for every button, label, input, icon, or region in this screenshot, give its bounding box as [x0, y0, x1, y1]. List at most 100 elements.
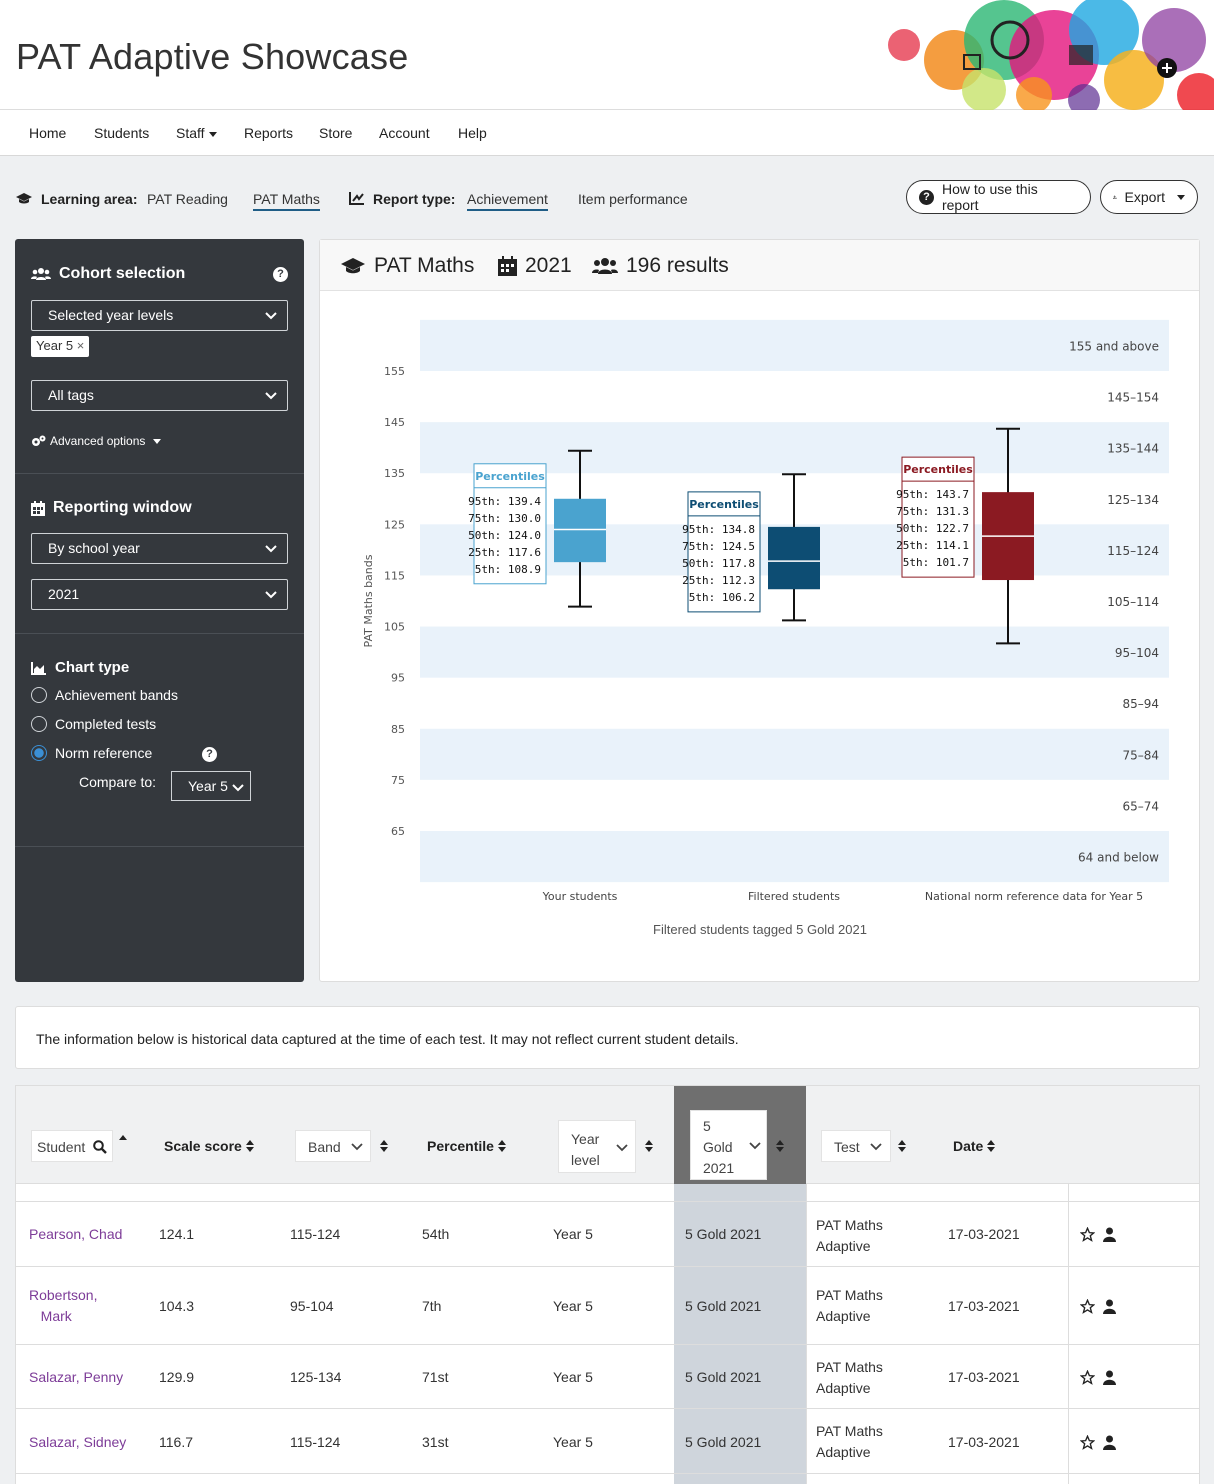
table-row: Pearson, Chad 124.1 115-124 54th Year 5 … — [16, 1201, 1199, 1266]
radio-completed-tests-label: Completed tests — [55, 716, 157, 732]
school-year-select[interactable]: 2021 — [31, 579, 288, 610]
star-icon[interactable] — [1080, 1370, 1095, 1385]
year-5-chip: Year 5 × — [31, 336, 90, 357]
norm-help-icon[interactable]: ? — [202, 747, 217, 762]
band-cell: 95-104 — [290, 1298, 334, 1314]
percentile-value: 95th: 143.7 — [896, 488, 969, 501]
year-level-filter-select[interactable]: Year level — [558, 1120, 636, 1173]
student-search-input[interactable]: Student — [31, 1130, 113, 1162]
percentile-value: 75th: 131.3 — [896, 505, 969, 518]
student-link[interactable]: Robertson, Mark — [29, 1285, 97, 1327]
nav-store[interactable]: Store — [319, 125, 353, 141]
reporting-window-heading: Reporting window — [31, 499, 192, 517]
test-sort-icon[interactable] — [898, 1140, 906, 1152]
nav-staff[interactable]: Staff — [176, 125, 217, 141]
tag-cell: 5 Gold 2021 — [685, 1298, 762, 1314]
year-levels-select[interactable]: Selected year levels — [31, 300, 288, 331]
percentile-value: 5th: 106.2 — [689, 591, 755, 604]
window-select[interactable]: By school year — [31, 533, 288, 564]
year-level-header-line1: Year — [571, 1131, 600, 1147]
test-cell: PAT Maths Adaptive — [816, 1421, 883, 1463]
tags-select[interactable]: All tags — [31, 380, 288, 411]
year-level-header-line2: level — [571, 1152, 600, 1168]
graduation-cap-icon — [16, 193, 32, 204]
download-icon — [1113, 195, 1117, 199]
band-sort-icon[interactable] — [380, 1140, 388, 1152]
tag-header-line3: 2021 — [703, 1160, 735, 1176]
star-icon[interactable] — [1080, 1227, 1095, 1242]
chevron-down-icon — [265, 591, 277, 599]
nav-reports[interactable]: Reports — [244, 125, 294, 141]
student-link[interactable]: Pearson, Chad — [29, 1226, 123, 1242]
sidebar-divider — [15, 473, 304, 474]
learning-area-pat-reading[interactable]: PAT Reading — [147, 191, 228, 207]
cohort-help-icon[interactable]: ? — [273, 267, 288, 282]
tag-header-line2: Gold — [703, 1139, 733, 1155]
chart-year: 2021 — [498, 254, 572, 278]
radio-achievement-bands[interactable]: Achievement bands — [31, 687, 178, 703]
column-divider — [806, 1184, 807, 1484]
nav-home[interactable]: Home — [29, 125, 67, 141]
student-link[interactable]: Salazar, Sidney — [29, 1434, 127, 1450]
learning-area-label: Learning area: — [41, 191, 138, 207]
test-filter-select[interactable]: Test — [821, 1130, 891, 1162]
sidebar: Cohort selection ? Selected year levels … — [15, 239, 304, 982]
nav-account[interactable]: Account — [379, 125, 430, 141]
student-link[interactable]: Salazar, Penny — [29, 1369, 124, 1385]
nav-help[interactable]: Help — [458, 125, 487, 141]
y-tick-label: 135 — [384, 467, 405, 480]
tag-cell: 5 Gold 2021 — [685, 1369, 762, 1385]
report-type-item-performance[interactable]: Item performance — [578, 191, 688, 207]
test-cell-line1: PAT Maths — [816, 1423, 883, 1439]
star-icon[interactable] — [1080, 1299, 1095, 1314]
band-row — [420, 319, 1169, 371]
compare-to-select[interactable]: Year 5 — [171, 771, 251, 801]
chart-results: 196 results — [592, 254, 729, 278]
report-type-achievement[interactable]: Achievement — [467, 191, 548, 211]
scale-score-cell: 124.1 — [159, 1226, 195, 1242]
chip-remove-icon[interactable]: × — [76, 338, 85, 353]
nav-students[interactable]: Students — [94, 125, 150, 141]
tag-sort-icon[interactable] — [776, 1140, 784, 1152]
percentile-value: 95th: 139.4 — [468, 495, 541, 508]
window-value: By school year — [48, 540, 140, 556]
how-to-use-button[interactable]: ? How to use this report — [906, 180, 1091, 214]
tag-cell: 5 Gold 2021 — [685, 1434, 762, 1450]
user-icon[interactable] — [1103, 1227, 1116, 1242]
scale-score-header[interactable]: Scale score — [164, 1138, 254, 1154]
caret-down-icon — [1177, 194, 1185, 200]
band-filter-select[interactable]: Band — [295, 1130, 371, 1162]
tag-header-label: 5 Gold 2021 — [703, 1116, 734, 1179]
users-icon — [31, 268, 51, 280]
percentile-header[interactable]: Percentile — [427, 1138, 506, 1154]
export-button[interactable]: Export — [1100, 180, 1198, 214]
tag-filter-select[interactable]: 5 Gold 2021 — [690, 1110, 767, 1180]
percentile-cell: 54th — [422, 1226, 450, 1242]
sidebar-divider — [15, 846, 304, 847]
line-chart-icon — [349, 192, 364, 205]
user-icon[interactable] — [1103, 1299, 1116, 1314]
band-label: 65–74 — [1122, 799, 1159, 813]
y-tick-label: 95 — [391, 672, 405, 685]
year-5-chip-label: Year 5 — [36, 338, 74, 353]
table-row: Salazar, Sidney 116.7 115-124 31st Year … — [16, 1408, 1199, 1473]
user-icon[interactable] — [1103, 1370, 1116, 1385]
box-iqr — [554, 498, 606, 563]
advanced-options-toggle[interactable]: Advanced options — [31, 434, 162, 448]
cohort-selection-title: Cohort selection — [59, 265, 186, 282]
learning-area-pat-maths[interactable]: PAT Maths — [253, 191, 320, 211]
user-icon[interactable] — [1103, 1435, 1116, 1450]
year-level-sort-icon[interactable] — [645, 1140, 653, 1152]
percentile-cell: 71st — [422, 1369, 449, 1385]
chevron-down-icon — [265, 545, 277, 553]
date-header[interactable]: Date — [953, 1138, 996, 1154]
student-link-line1: Robertson, — [29, 1287, 98, 1303]
sort-asc-icon[interactable] — [119, 1135, 127, 1140]
band-cell: 115-124 — [290, 1226, 341, 1242]
percentile-cell: 7th — [422, 1298, 442, 1314]
radio-norm-reference[interactable]: Norm reference — [31, 745, 152, 761]
star-icon[interactable] — [1080, 1435, 1095, 1450]
how-to-use-label: How to use this report — [941, 181, 1038, 213]
y-tick-label: 145 — [384, 416, 405, 429]
radio-completed-tests[interactable]: Completed tests — [31, 716, 156, 732]
